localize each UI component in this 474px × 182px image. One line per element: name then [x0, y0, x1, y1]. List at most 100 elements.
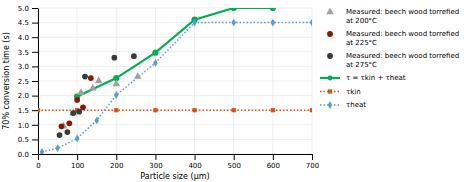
legend-label: τ = τkin + τheat — [346, 74, 406, 82]
grid-line-y — [38, 124, 312, 125]
x-axis-title: Particle size (μm) — [140, 172, 209, 181]
tick: 4.5 — [18, 19, 38, 27]
tick: 700 — [306, 154, 319, 170]
tick-label: 0.5 — [18, 136, 29, 144]
tick-mark — [38, 154, 39, 160]
point — [82, 74, 88, 80]
point — [89, 84, 97, 91]
tick: 1.0 — [18, 122, 38, 130]
tick: 300 — [149, 154, 162, 170]
point — [112, 79, 120, 86]
legend-swatch — [328, 101, 333, 109]
line-marker — [153, 108, 157, 112]
tick: 2.0 — [18, 92, 38, 100]
line-marker — [94, 116, 99, 124]
tick-mark — [32, 8, 38, 9]
tick: 0.5 — [18, 136, 38, 144]
tick-mark — [32, 110, 38, 111]
tick-mark — [32, 66, 38, 67]
legend-label: τkin — [346, 88, 361, 96]
x-axis-line — [39, 154, 313, 155]
legend-item: τ = τkin + τheat — [320, 74, 406, 82]
legend-item: τheat — [320, 101, 366, 109]
legend-label: Measured: beech wood torrefiedat 275°C — [346, 52, 459, 68]
tick-label: 100 — [71, 162, 84, 170]
point — [88, 75, 94, 81]
line-marker — [192, 19, 197, 27]
line — [42, 23, 312, 152]
legend-swatch — [327, 31, 333, 37]
point — [77, 88, 85, 95]
legend-item: Measured: beech wood torrefiedat 200°C — [326, 8, 459, 25]
line-marker — [231, 8, 237, 11]
tick-label: 0.0 — [18, 151, 29, 159]
tick: 1.5 — [18, 107, 38, 115]
scatter-series — [60, 72, 142, 128]
tick-label: 400 — [188, 162, 201, 170]
tick-mark — [195, 154, 196, 160]
point — [59, 123, 65, 129]
legend-item: τkin — [320, 88, 361, 96]
tick: 3.0 — [18, 63, 38, 71]
tick-mark — [312, 154, 313, 160]
legend-swatch — [328, 89, 332, 93]
tick: 5.0 — [18, 5, 38, 13]
tick-label: 300 — [149, 162, 162, 170]
legend-swatch — [326, 8, 334, 15]
line-marker — [271, 19, 276, 27]
legend-swatch — [327, 53, 333, 59]
line-marker — [270, 8, 276, 11]
line-marker — [271, 108, 275, 112]
point — [60, 122, 68, 129]
line-marker — [55, 144, 60, 152]
scatter-series — [57, 53, 137, 138]
chart: 01002003004005006007000.00.51.01.52.02.5… — [0, 0, 474, 182]
tick-label: 5.0 — [18, 5, 29, 13]
point — [70, 110, 76, 116]
point — [80, 104, 86, 110]
legend-label: Measured: beech wood torrefiedat 225°C — [346, 30, 459, 47]
point — [66, 120, 72, 126]
tick-mark — [155, 154, 156, 160]
legend: Measured: beech wood torrefiedat 200°C Me… — [320, 8, 459, 110]
line-series — [40, 19, 312, 154]
tick-label: 2.0 — [18, 92, 29, 100]
y-axis-line — [38, 9, 39, 155]
tick-label: 1.0 — [18, 122, 29, 130]
point — [111, 55, 117, 61]
point — [134, 72, 142, 79]
tick-label: 1.5 — [18, 107, 29, 115]
point — [57, 132, 63, 138]
tick: 100 — [71, 154, 84, 170]
y-axis: 0.00.51.01.52.02.53.03.54.04.55.0 — [18, 5, 39, 159]
tick-mark — [32, 52, 38, 53]
line-marker — [310, 19, 312, 27]
y-axis-title: 70% conversion time (s) — [2, 32, 11, 130]
tick-mark — [32, 139, 38, 140]
point — [76, 109, 82, 115]
tick-mark — [234, 154, 235, 160]
point — [69, 109, 77, 116]
grid-line-y — [38, 66, 312, 67]
line-marker — [153, 59, 158, 67]
tick-label: 0 — [36, 162, 40, 170]
line-marker — [192, 108, 196, 112]
tick-mark — [32, 23, 38, 24]
tick: 500 — [228, 154, 241, 170]
tick-mark — [116, 154, 117, 160]
line-series — [74, 8, 276, 100]
tick-label: 2.5 — [18, 78, 29, 86]
line-marker — [40, 148, 45, 154]
tick-mark — [32, 37, 38, 38]
line-marker — [232, 108, 236, 112]
legend-item: Measured: beech wood torrefiedat 275°C — [327, 52, 459, 68]
line-marker — [310, 108, 312, 112]
line-marker — [38, 108, 40, 112]
grid-line-y — [38, 81, 312, 82]
line-marker — [114, 91, 119, 99]
tick-label: 3.5 — [18, 49, 29, 57]
point — [64, 129, 70, 135]
grid-line-y — [38, 51, 312, 52]
legend-label: Measured: beech wood torrefiedat 200°C — [346, 8, 459, 25]
legend-item: Measured: beech wood torrefiedat 225°C — [327, 30, 459, 47]
